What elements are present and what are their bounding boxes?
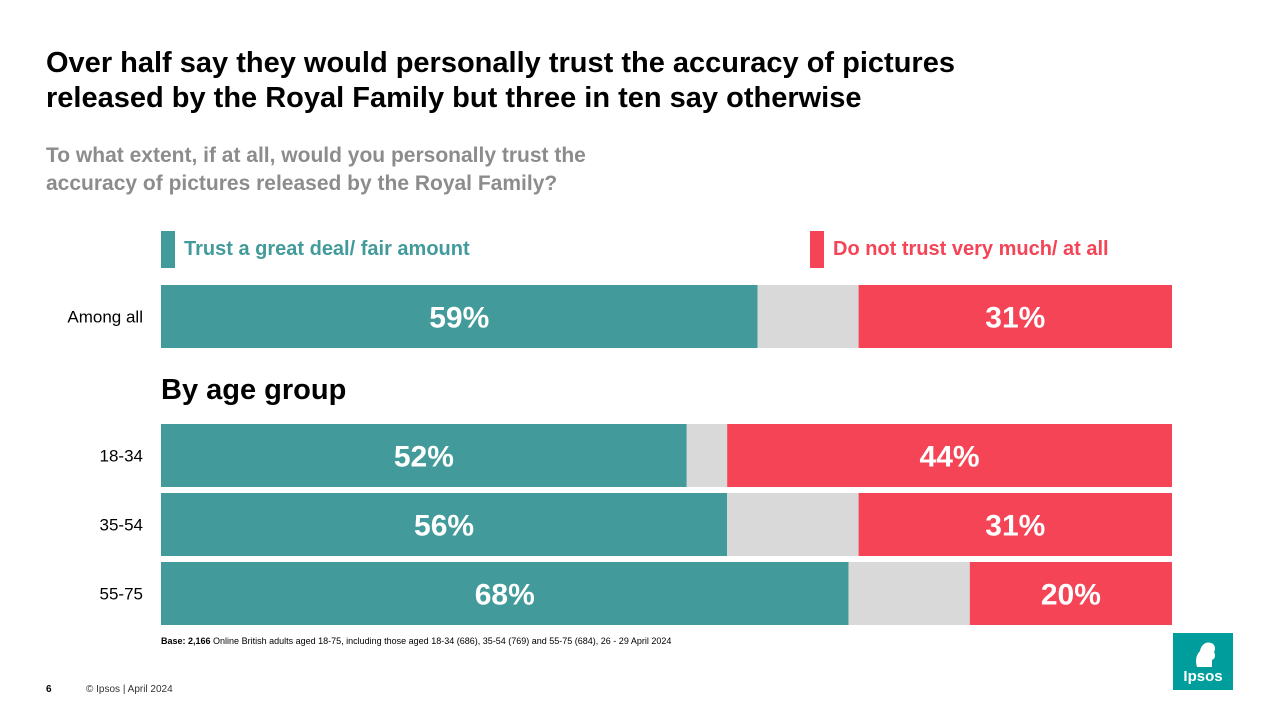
question-text: To what extent, if at all, would you per… bbox=[46, 142, 746, 198]
category-label-among-all: Among all bbox=[67, 308, 143, 327]
slide-title: Over half say they would personally trus… bbox=[46, 46, 1146, 116]
bar-segment-distrust-0 bbox=[858, 285, 1172, 348]
page-number: 6 bbox=[46, 684, 52, 695]
ipsos-logo: Ipsos bbox=[1173, 633, 1233, 690]
section-heading-age: By age group bbox=[161, 374, 347, 406]
data-label-trust-2: 56% bbox=[414, 510, 474, 543]
legend-distrust: Do not trust very much/ at all bbox=[810, 231, 1109, 268]
bar-segment-neutral-1 bbox=[686, 424, 728, 487]
title-line-1: Over half say they would personally trus… bbox=[46, 47, 955, 79]
logo-silhouette-icon bbox=[1196, 642, 1216, 667]
data-label-trust-0: 59% bbox=[429, 302, 489, 335]
legend-trust-swatch bbox=[161, 231, 175, 268]
bar-segment-neutral-3 bbox=[848, 562, 970, 625]
bar-segment-distrust-3 bbox=[969, 562, 1172, 625]
footnote-text: Online British adults aged 18-75, includ… bbox=[210, 636, 672, 646]
legend-distrust-label: Do not trust very much/ at all bbox=[833, 238, 1109, 260]
legend-distrust-swatch bbox=[810, 231, 824, 268]
bar-segment-neutral-2 bbox=[727, 493, 859, 556]
bar-segment-neutral-0 bbox=[757, 285, 859, 348]
bar-segment-distrust-1 bbox=[727, 424, 1172, 487]
bar-segment-trust-1 bbox=[161, 424, 687, 487]
footnote-base-count: Base: 2,166 bbox=[161, 636, 211, 646]
data-label-distrust-2: 31% bbox=[985, 510, 1045, 543]
legend-trust-label: Trust a great deal/ fair amount bbox=[184, 238, 470, 260]
data-label-trust-1: 52% bbox=[394, 441, 454, 474]
logo-text: Ipsos bbox=[1183, 668, 1223, 685]
category-label-55-75: 55-75 bbox=[100, 585, 143, 604]
bar-segment-trust-2 bbox=[161, 493, 728, 556]
bar-segment-trust-0 bbox=[161, 285, 758, 348]
legend-trust: Trust a great deal/ fair amount bbox=[161, 231, 470, 268]
base-footnote: Base: 2,166 Online British adults aged 1… bbox=[161, 636, 671, 646]
data-label-trust-3: 68% bbox=[475, 579, 535, 612]
copyright-text: © Ipsos | April 2024 bbox=[86, 684, 173, 695]
bar-segment-distrust-2 bbox=[858, 493, 1172, 556]
title-line-2: released by the Royal Family but three i… bbox=[46, 82, 862, 114]
bar-segment-trust-3 bbox=[161, 562, 849, 625]
data-label-distrust-3: 20% bbox=[1041, 579, 1101, 612]
category-label-35-54: 35-54 bbox=[100, 516, 143, 535]
category-label-18-34: 18-34 bbox=[100, 447, 143, 466]
data-label-distrust-0: 31% bbox=[985, 302, 1045, 335]
question-line-1: To what extent, if at all, would you per… bbox=[46, 144, 586, 167]
data-label-distrust-1: 44% bbox=[920, 441, 980, 474]
question-line-2: accuracy of pictures released by the Roy… bbox=[46, 172, 558, 195]
